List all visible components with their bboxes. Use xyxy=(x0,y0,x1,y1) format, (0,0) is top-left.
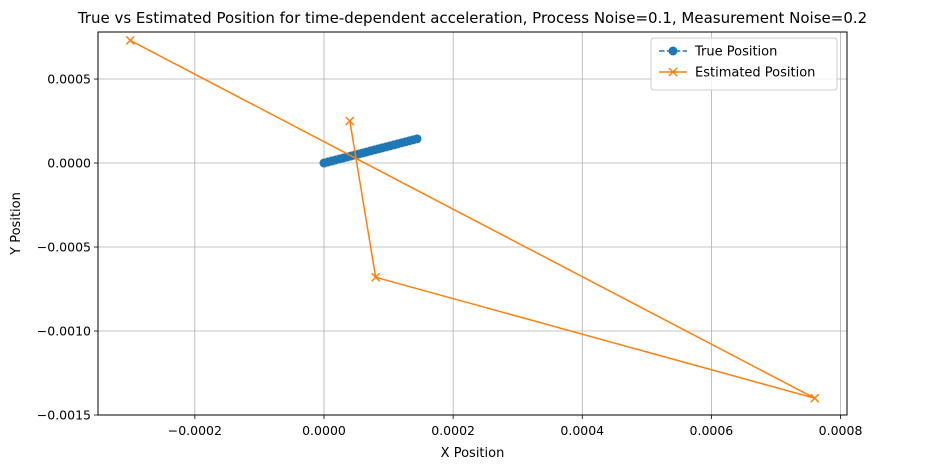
y-axis-title: Y Position xyxy=(9,192,24,256)
x-tick-label: 0.0002 xyxy=(431,423,475,438)
series-line-1 xyxy=(129,39,816,399)
y-tick-label: −0.0015 xyxy=(37,408,91,423)
legend-label-1: Estimated Position xyxy=(695,66,815,81)
data-point-1 xyxy=(345,116,355,126)
data-point-1 xyxy=(371,272,381,282)
x-tick-label: 0.0006 xyxy=(690,423,734,438)
x-tick-label: 0.0004 xyxy=(560,423,604,438)
data-point-0 xyxy=(412,134,422,144)
y-tick-label: 0.0000 xyxy=(47,156,91,171)
x-tick-label: 0.0008 xyxy=(819,423,863,438)
y-tick-label: −0.0005 xyxy=(37,240,91,255)
x-tick-label: −0.0002 xyxy=(168,423,222,438)
y-tick-label: 0.0005 xyxy=(47,72,91,87)
data-point-1 xyxy=(810,393,820,403)
y-tick-label: −0.0010 xyxy=(37,324,91,339)
series-layer xyxy=(125,35,820,403)
x-tick-label: 0.0000 xyxy=(302,423,346,438)
legend-marker-0 xyxy=(668,46,678,56)
legend-marker-1 xyxy=(668,67,678,77)
plot-frame xyxy=(97,31,848,416)
tick-layer: −0.0002 0.0000 0.0002 0.0004 0.0006 0.0008 0.0… xyxy=(37,72,863,438)
legend-box xyxy=(650,37,838,91)
legend: True Position Estimated Position xyxy=(650,37,838,91)
chart-title: True vs Estimated Position for time-depe… xyxy=(77,9,867,27)
x-axis-title: X Position xyxy=(441,446,505,461)
data-point-1 xyxy=(125,35,135,45)
legend-label-0: True Position xyxy=(694,45,777,60)
